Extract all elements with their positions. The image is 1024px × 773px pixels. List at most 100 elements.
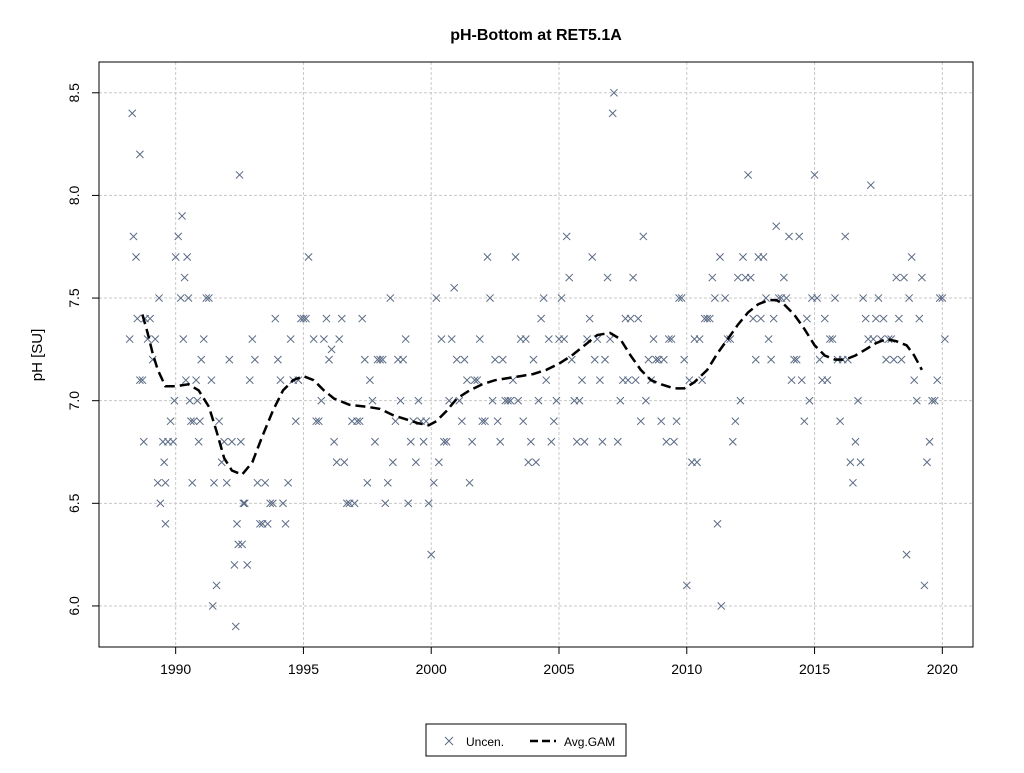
data-point [422,417,431,426]
data-point [644,355,653,364]
data-point [465,478,474,487]
data-point [915,314,924,323]
x-tick-label: 2005 [543,661,574,677]
plot-frame [98,61,974,648]
data-point [493,417,502,426]
data-point [496,437,505,446]
data-point [629,273,638,282]
data-point [866,181,875,190]
data-point [325,355,333,364]
data-point [547,437,556,446]
data-point [319,335,328,344]
data-point [923,458,931,467]
data-point [243,560,252,569]
data-point [143,335,152,344]
data-point [790,355,799,364]
data-point [609,88,618,97]
data-point [534,396,543,405]
data-point [406,437,415,446]
data-point [695,335,704,344]
data-point [823,376,832,385]
data-point [672,417,681,426]
data-point [682,581,691,590]
data-point [938,294,947,303]
data-point [233,519,241,528]
chart-title: pH-Bottom at RET5.1A [450,27,622,44]
data-point [593,335,602,344]
data-point [930,396,939,405]
data-point [276,376,285,385]
data-point [511,253,520,261]
data-point [677,294,686,303]
data-point [401,335,410,344]
data-point [161,478,170,487]
data-point [187,417,195,426]
data-point [193,396,202,405]
x-tick-label: 1990 [160,661,191,677]
avg-gam-line [141,298,924,477]
data-point [411,458,420,467]
y-axis-label: pH [SU] [29,329,46,382]
data-point [705,314,714,323]
data-point [557,294,566,303]
data-point [869,335,878,344]
legend-box [425,723,627,757]
data-point [708,273,717,282]
data-point [805,396,814,405]
data-point [521,335,530,344]
data-point [802,314,811,323]
data-point [874,294,883,303]
data-point [188,478,197,487]
data-point [756,314,765,323]
data-point [452,355,461,364]
data-point [664,335,673,344]
data-point [151,335,160,344]
data-point [662,437,671,446]
x-tick-label: 2015 [799,661,830,677]
data-point [279,499,287,508]
data-point [933,376,942,385]
data-point [703,314,712,323]
data-point [437,335,446,344]
data-point [567,355,576,364]
data-point [368,396,377,405]
data-point [463,376,471,385]
data-point [657,417,666,426]
data-point [253,478,262,487]
data-point [358,314,367,323]
data-point [376,355,385,364]
data-point [457,417,466,426]
x-axis: 1990 1995 2000 2005 2010 2015 2020 [160,647,958,677]
data-point [759,253,768,261]
data-point [746,273,755,282]
data-point [831,294,839,303]
data-point [185,396,194,405]
data-point [698,376,707,385]
data-point [634,314,643,323]
data-point [135,150,144,159]
y-tick-label: 6.0 [66,596,82,616]
data-point [447,335,456,344]
data-point [180,273,189,282]
data-point [810,170,819,179]
data-point [337,314,346,323]
data-point [624,376,632,385]
data-point [524,458,533,467]
data-point [317,396,326,405]
legend-label-gam: Avg.GAM [564,735,615,749]
data-point [744,170,753,179]
data-point [286,335,295,344]
data-point [238,540,247,549]
data-point [726,335,735,344]
data-point [851,437,860,446]
data-point [907,253,916,261]
data-point [353,417,362,426]
data-point [195,417,204,426]
data-point [588,253,597,261]
data-point [772,222,781,231]
data-point [537,314,546,323]
data-point [273,355,282,364]
data-point [230,560,239,569]
data-point [560,335,569,344]
